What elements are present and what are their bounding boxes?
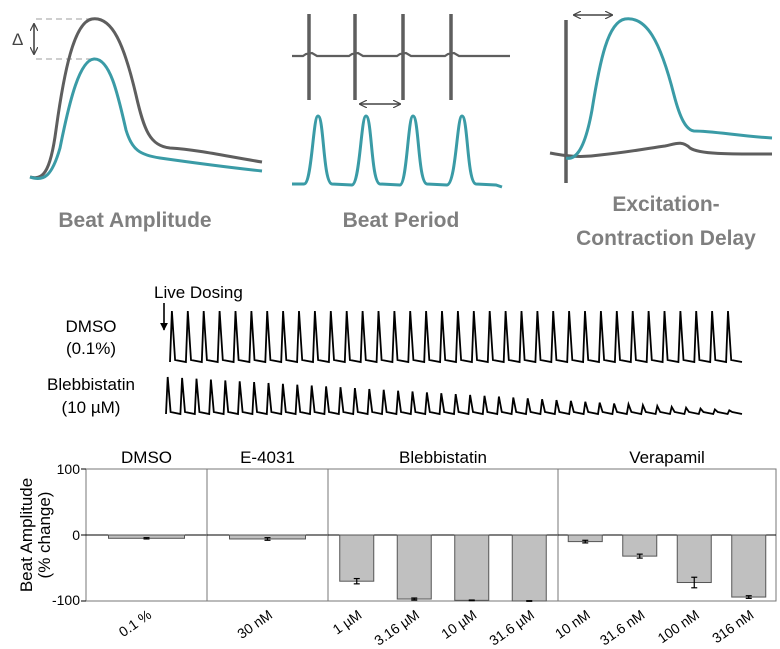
y-tick-minus-100: -100 <box>52 592 80 608</box>
teal-beat-trace <box>29 57 263 181</box>
delta-symbol: Δ <box>12 30 23 49</box>
gray-field-potential-trace <box>292 51 510 58</box>
gray-contraction-trace <box>549 141 773 158</box>
blebbistatin-contraction-trace <box>165 376 743 416</box>
bar-panel-title: Blebbistatin <box>399 448 487 467</box>
x-tick-label: 10 µM <box>438 606 479 642</box>
bar <box>676 534 712 584</box>
bar-panel-4: Verapamil 10 nM 31.6 nM 100 nM 316 nM <box>552 448 777 648</box>
beat-amplitude-title: Beat Amplitude <box>58 209 211 232</box>
bar <box>511 534 547 602</box>
teal-calcium-trace <box>292 114 503 189</box>
bar-panel-3: Blebbistatin 1 µM 3.16 µM 10 µM 31.6 µM <box>327 448 559 649</box>
ec-delay-title-line2: Contraction Delay <box>576 227 756 250</box>
x-tick-label: 100 nM <box>655 606 702 646</box>
x-tick-label: 316 nM <box>709 606 756 646</box>
trace-row-1-name-line2: (0.1%) <box>66 339 116 358</box>
bar <box>731 534 767 598</box>
bar-panel-2: E-4031 30 nM <box>206 448 329 642</box>
bar-panel-title: DMSO <box>121 448 172 467</box>
live-dosing-label: Live Dosing <box>154 283 243 302</box>
y-axis-label-line2: (% change) <box>35 492 54 579</box>
trace-row-2-name-line2: (10 µM) <box>62 398 121 417</box>
y-axis-label-line1: Beat Amplitude <box>17 478 36 592</box>
bar <box>622 534 658 557</box>
bar <box>339 534 375 582</box>
x-tick-label: 31.6 µM <box>486 606 537 648</box>
bar-panel-title: Verapamil <box>629 448 705 467</box>
x-tick-label: 3.16 µM <box>371 606 422 648</box>
y-tick-0: 0 <box>72 527 80 543</box>
bar-groups: DMSO 0.1 % E-4031 30 nM Blebbistatin 1 µM 3.16… <box>81 448 777 649</box>
trace-row-2-name-line1: Blebbistatin <box>47 375 135 394</box>
beat-amplitude-bar-chart: Beat Amplitude (% change) 100 0 -100 DMS… <box>17 448 777 649</box>
trace-row-1-name-line1: DMSO <box>66 317 117 336</box>
dmso-contraction-trace <box>169 310 743 364</box>
bar <box>396 534 432 600</box>
x-tick-label: 31.6 nM <box>597 606 648 648</box>
bar-panel-1: DMSO 0.1 % <box>81 448 208 640</box>
beat-period-panel: Beat Period <box>292 14 510 232</box>
gray-beat-trace <box>29 17 263 180</box>
y-tick-100: 100 <box>57 461 81 477</box>
bar-panel-title: E-4031 <box>240 448 295 467</box>
x-tick-label: 30 nM <box>234 606 275 641</box>
ec-delay-panel: Excitation- Contraction Delay <box>549 15 773 250</box>
beat-amplitude-panel: Δ Beat Amplitude <box>12 17 263 232</box>
beat-period-title: Beat Period <box>343 209 460 232</box>
teal-excitation-trace <box>565 17 773 160</box>
bar <box>454 534 490 601</box>
live-dosing-section: Live Dosing DMSO (0.1%) Blebbistatin (10… <box>47 283 743 417</box>
x-tick-label: 10 nM <box>552 606 593 641</box>
ec-delay-title-line1: Excitation- <box>612 193 719 216</box>
x-tick-label: 1 µM <box>330 606 365 637</box>
x-tick-label: 0.1 % <box>116 606 155 640</box>
